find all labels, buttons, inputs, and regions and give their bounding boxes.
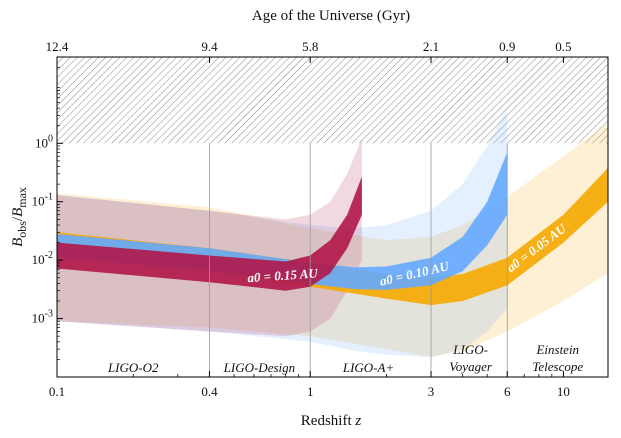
x-tick-label-2: 1: [307, 384, 314, 399]
y-tick-label-3: 100: [35, 133, 53, 150]
band-label-2: a0 = 0.15 AU: [247, 265, 319, 285]
bands-layer: [57, 108, 608, 357]
top-tick-label-2: 5.8: [302, 39, 318, 54]
x-tick-label-5: 10: [557, 384, 570, 399]
detector-label-4: Einstein: [535, 342, 579, 357]
detector-label-2: LIGO-A+: [342, 360, 394, 375]
excluded-region: [57, 57, 608, 144]
top-tick-label-4: 0.9: [499, 39, 515, 54]
top-tick-label-0: 12.4: [46, 39, 69, 54]
top-axis: 12.4 9.4 5.8 2.1 0.9 0.5: [46, 39, 572, 63]
y-tick-label-2: 10-1: [32, 192, 53, 209]
left-axis: 10-3 10-2 10-1 100: [32, 56, 63, 360]
x-tick-label-0: 0.1: [49, 384, 65, 399]
bottom-axis: 0.1 0.4 1 3 6 10: [49, 371, 570, 399]
detector-label-1: LIGO-Design: [223, 360, 296, 375]
top-tick-label-1: 9.4: [201, 39, 218, 54]
plot-frame: [56, 56, 609, 378]
top-tick-label-3: 2.1: [423, 39, 439, 54]
x-tick-label-1: 0.4: [201, 384, 218, 399]
x-axis-title: Redshift z: [301, 413, 362, 429]
detector-label-4: Telescope: [532, 359, 583, 374]
y-axis-title: Bobs/Bmax: [10, 187, 29, 247]
x-tick-label-4: 6: [504, 384, 511, 399]
detector-label-3: LIGO-: [452, 342, 488, 357]
y-tick-label-0: 10-3: [32, 309, 53, 326]
x-tick-label-3: 3: [428, 384, 435, 399]
top-axis-title: Age of the Universe (Gyr): [252, 8, 410, 24]
inner-band-2: [57, 176, 362, 291]
detector-label-3: Voyager: [449, 359, 493, 374]
top-tick-label-5: 0.5: [555, 39, 571, 54]
detector-dividers: [209, 143, 508, 377]
detector-labels: LIGO-O2 LIGO-Design LIGO-A+ LIGO- Voyager Ein…: [107, 342, 583, 375]
detector-label-0: LIGO-O2: [107, 360, 159, 375]
y-tick-label-1: 10-2: [32, 250, 53, 267]
